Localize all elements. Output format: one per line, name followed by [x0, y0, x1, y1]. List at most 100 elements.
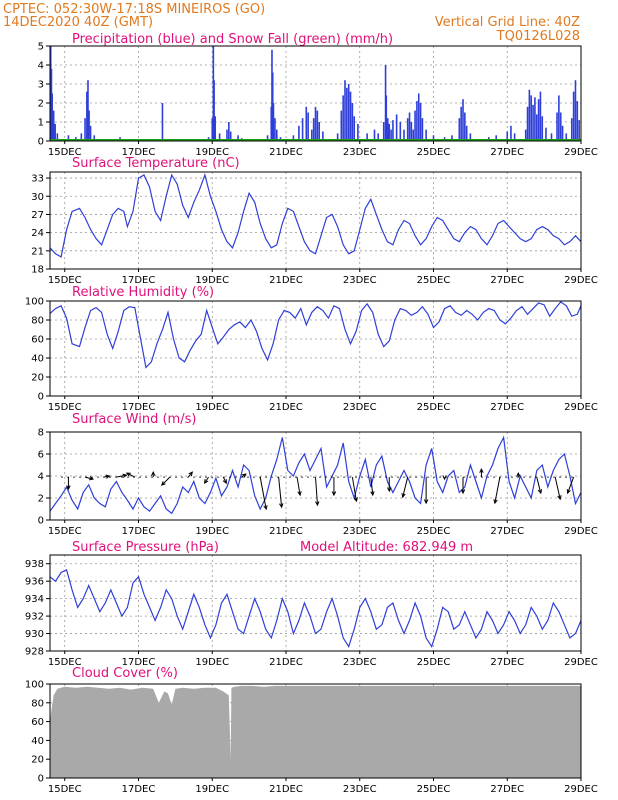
wind-arrow-head [353, 497, 358, 503]
precip-bar [539, 91, 542, 141]
y-tick-label: 2 [38, 99, 44, 110]
precip-bar [274, 118, 276, 141]
panel-title: Surface Temperature (nC) [72, 156, 240, 171]
x-tick-label: 25DEC [417, 147, 451, 158]
y-tick-label: 24 [31, 228, 44, 239]
x-tick-label: 17DEC [122, 275, 156, 286]
y-tick-label: 928 [25, 647, 44, 658]
precip-bar [311, 129, 313, 141]
precip-bar [419, 103, 422, 141]
precip-bar [390, 129, 392, 141]
precip-bar [218, 133, 221, 141]
x-tick-label: 19DEC [195, 147, 229, 158]
precip-bar [272, 103, 275, 141]
y-tick-label: 8 [38, 428, 44, 439]
wind-arrow-head [125, 472, 131, 477]
x-tick-label: 23DEC [343, 784, 377, 795]
precip-bar [537, 99, 540, 141]
wind-arrow [567, 476, 575, 494]
precip-bar [410, 122, 413, 141]
wind-arrow [204, 476, 209, 484]
panel-title: Relative Humidity (%) [72, 285, 214, 300]
precip-bar [357, 123, 359, 141]
precip-bar [316, 110, 319, 141]
precip-bar [266, 135, 269, 141]
x-tick-label: 15DEC [48, 147, 82, 158]
precip-bar [386, 118, 389, 141]
x-tick-label: 23DEC [343, 526, 377, 537]
panel-2: Relative Humidity (%) 0 20 40 60 80 100 15DEC 17… [25, 285, 598, 413]
precip-bar [578, 120, 580, 141]
panel-frame [49, 683, 582, 779]
precip-bar [228, 122, 230, 141]
precip-bar [347, 84, 350, 141]
precip-bar [417, 93, 420, 141]
wind-arrow [161, 476, 171, 486]
precip-bar [93, 135, 96, 141]
wind-arrow-head [105, 474, 111, 479]
precip-bar [292, 135, 295, 141]
precip-bar [399, 122, 402, 141]
precip-bar [558, 95, 560, 141]
precip-bar [395, 114, 398, 141]
precip-bar [513, 133, 516, 141]
x-tick-label: 15DEC [48, 526, 82, 537]
precip-bar [51, 93, 54, 141]
precip-bar [559, 112, 562, 141]
x-tick-label: 19DEC [195, 657, 229, 668]
x-tick-label: 23DEC [343, 657, 377, 668]
y-tick-label: 0 [38, 392, 44, 403]
precip-bar [561, 125, 564, 141]
precip-bar [213, 80, 215, 141]
precip-bar [458, 118, 461, 141]
x-tick-label: 29DEC [564, 657, 598, 668]
precip-bar [373, 129, 376, 141]
x-tick-label: 17DEC [122, 657, 156, 668]
x-tick-label: 15DEC [48, 402, 82, 413]
wind-arrow-head [401, 493, 406, 499]
precip-bar [226, 129, 228, 141]
precip-bar [88, 110, 90, 141]
x-tick-label: 19DEC [195, 275, 229, 286]
precip-bar [460, 106, 462, 141]
x-tick-label: 17DEC [122, 147, 156, 158]
precip-bar [237, 135, 239, 141]
precip-bar [56, 133, 59, 141]
wind-arrow [116, 474, 127, 478]
y-tick-label: 1 [38, 118, 44, 129]
wind-arrow-head [423, 499, 429, 505]
precip-bar [342, 95, 344, 141]
precip-bar [506, 131, 509, 141]
y-tick-label: 0 [38, 137, 44, 148]
precip-bar [349, 91, 352, 141]
precip-bar [535, 114, 538, 141]
x-tick-label: 21DEC [269, 147, 303, 158]
wind-arrow-head [279, 503, 284, 509]
precip-bar [312, 118, 315, 141]
x-tick-label: 23DEC [343, 402, 377, 413]
wind-arrow [296, 477, 301, 496]
y-tick-label: 60 [31, 717, 44, 728]
series-line [49, 568, 582, 649]
panel-1: Surface Temperature (nC) 18 21 24 27 30 33 15DE… [31, 156, 598, 286]
wind-arrow [259, 477, 267, 510]
panel-frame [49, 300, 582, 397]
wind-arrow-head [566, 489, 571, 495]
y-tick-label: 18 [31, 265, 44, 276]
precip-bar [526, 106, 529, 141]
wind-arrow [554, 476, 561, 500]
wind-arrow-head [387, 487, 392, 493]
wind-arrow [126, 472, 136, 478]
y-tick-label: 938 [25, 559, 44, 570]
x-tick-label: 27DEC [490, 147, 524, 158]
x-tick-label: 21DEC [269, 526, 303, 537]
precip-bar [425, 129, 427, 141]
precip-bar [344, 80, 346, 141]
x-tick-label: 19DEC [195, 526, 229, 537]
y-tick-label: 6 [38, 450, 44, 461]
series-line [49, 172, 582, 258]
x-tick-label: 27DEC [490, 657, 524, 668]
precip-bar [80, 133, 83, 141]
precip-bar [322, 131, 324, 141]
